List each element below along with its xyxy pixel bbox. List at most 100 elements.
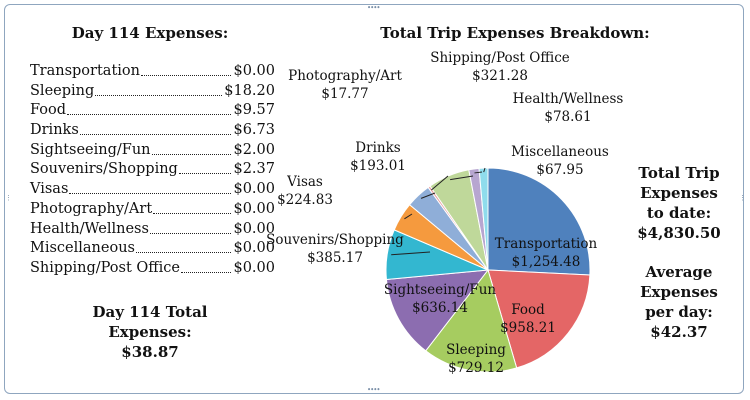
expense-row: Health/Wellness $0.00 (30, 220, 275, 240)
data-value-sightseeing-fun: $636.14 (412, 300, 468, 316)
expense-row: Transportation $0.00 (30, 62, 275, 82)
dot-leader (136, 252, 231, 254)
expense-label: Health/Wellness (30, 220, 149, 237)
day-total-value: $38.87 (121, 343, 179, 361)
leader-line-health-wellness (474, 171, 483, 174)
average-expenses: Average Expenses per day: $42.37 (620, 262, 738, 342)
expense-label: Photography/Art (30, 200, 153, 217)
dot-leader (80, 134, 231, 136)
expense-value: $9.57 (233, 102, 275, 119)
dot-leader (141, 75, 231, 76)
average-label-line-2: Expenses (640, 283, 718, 301)
leader-line-visas (404, 213, 413, 220)
total-trip-label-line-1: Total Trip (638, 164, 720, 182)
pie-slice-miscellaneous[interactable] (478, 167, 489, 271)
total-trip-value: $4,830.50 (637, 224, 721, 242)
expense-row: Drinks $6.73 (30, 121, 275, 141)
data-value-food: $958.21 (500, 320, 556, 336)
resize-handle-right[interactable]: ⋮ (739, 195, 743, 202)
expense-value: $6.73 (233, 122, 275, 139)
day-total-label: Day 114 Total Expenses: (92, 303, 208, 341)
data-value-transportation: $1,254.48 (512, 254, 581, 270)
leader-line-drinks (420, 192, 436, 199)
day-expenses-list: Transportation $0.00 Sleeping $18.20 Food $9.… (30, 62, 275, 279)
dot-leader (179, 173, 231, 175)
expense-row: Souvenirs/Shopping $2.37 (30, 160, 275, 180)
data-value-miscellaneous: $67.95 (536, 162, 583, 178)
data-value-drinks: $193.01 (350, 158, 406, 174)
pie-slice-food[interactable] (487, 269, 591, 369)
pie-slice-sleeping[interactable] (425, 268, 518, 373)
data-value-shipping-post-office: $321.28 (472, 68, 528, 84)
total-trip-label-line-3: to date: (646, 204, 712, 222)
data-label-transportation: Transportation (495, 236, 598, 252)
data-value-visas: $224.83 (277, 192, 333, 208)
expense-label: Food (30, 102, 67, 119)
expense-row: Food $9.57 (30, 101, 275, 121)
leader-line-souvenirs-shopping (391, 251, 431, 256)
data-label-drinks: Drinks (355, 140, 400, 156)
expense-value: $0.00 (233, 240, 275, 257)
dot-leader (153, 212, 231, 214)
data-label-visas: Visas (286, 174, 323, 190)
expense-label: Drinks (30, 122, 79, 139)
dot-leader (150, 232, 231, 234)
data-label-sleeping: Sleeping (446, 342, 506, 358)
dot-leader (152, 153, 231, 155)
expense-value: $18.20 (224, 82, 275, 99)
data-value-health-wellness: $78.61 (544, 109, 591, 125)
resize-handle-left[interactable]: ⋮ (5, 194, 12, 202)
expense-label: Souvenirs/Shopping (30, 161, 178, 178)
data-label-miscellaneous: Miscellaneous (511, 144, 609, 160)
expense-label: Visas (30, 181, 69, 198)
expense-value: $0.00 (233, 63, 275, 79)
expense-label: Sightseeing/Fun (30, 141, 151, 158)
data-label-shipping-post-office: Shipping/Post Office (430, 50, 570, 66)
resize-handle-top[interactable]: •••• (367, 4, 380, 12)
expense-value: $0.00 (233, 181, 275, 198)
data-label-food: Food (511, 302, 545, 318)
expense-label: Transportation (30, 63, 140, 79)
chart-frame: •••• •••• ⋮ ⋮ (4, 4, 744, 394)
data-value-sleeping: $729.12 (448, 360, 504, 376)
data-value-photography-art: $17.77 (321, 86, 368, 102)
average-value: $42.37 (650, 323, 708, 341)
expense-value: $0.00 (233, 220, 275, 237)
average-label-line-1: Average (645, 263, 713, 281)
expense-row: Photography/Art $0.00 (30, 200, 275, 220)
expense-label: Miscellaneous (30, 240, 135, 257)
dot-leader (67, 114, 231, 116)
pie-chart-title: Total Trip Expenses Breakdown: (380, 24, 650, 42)
expense-value: $2.37 (233, 161, 275, 178)
expense-row: Visas $0.00 (30, 180, 275, 200)
pie-slice-transportation[interactable] (487, 167, 591, 276)
leader-line-photography-art (431, 175, 449, 191)
expense-value: $0.00 (233, 259, 275, 276)
dot-leader (181, 271, 231, 273)
day-total: Day 114 Total Expenses: $38.87 (50, 302, 250, 362)
data-label-photography-art: Photography/Art (288, 68, 402, 84)
expense-row: Sleeping $18.20 (30, 82, 275, 102)
resize-handle-bottom[interactable]: •••• (367, 386, 380, 394)
data-label-souvenirs-shopping: Souvenirs/Shopping (266, 232, 404, 248)
data-label-sightseeing-fun: Sightseeing/Fun (384, 282, 496, 298)
dot-leader (95, 94, 222, 96)
dot-leader (69, 193, 231, 195)
expense-value: $2.00 (233, 141, 275, 158)
total-trip-label-line-2: Expenses (640, 184, 718, 202)
average-label-line-3: per day: (645, 303, 713, 321)
pie-slice-sightseeing-fun[interactable] (385, 269, 490, 352)
day-expenses-title: Day 114 Expenses: (71, 24, 229, 42)
data-value-souvenirs-shopping: $385.17 (307, 250, 363, 266)
expense-row: Miscellaneous $0.00 (30, 239, 275, 259)
expense-row: Shipping/Post Office $0.00 (30, 259, 275, 279)
total-trip-expenses: Total Trip Expenses to date: $4,830.50 (620, 163, 738, 243)
leader-line-shipping-post-office (450, 175, 474, 181)
expense-value: $0.00 (233, 200, 275, 217)
data-label-health-wellness: Health/Wellness (513, 91, 624, 107)
leader-line-miscellaneous (483, 167, 486, 173)
expense-label: Shipping/Post Office (30, 259, 180, 276)
expense-row: Sightseeing/Fun $2.00 (30, 141, 275, 161)
expense-label: Sleeping (30, 82, 95, 99)
